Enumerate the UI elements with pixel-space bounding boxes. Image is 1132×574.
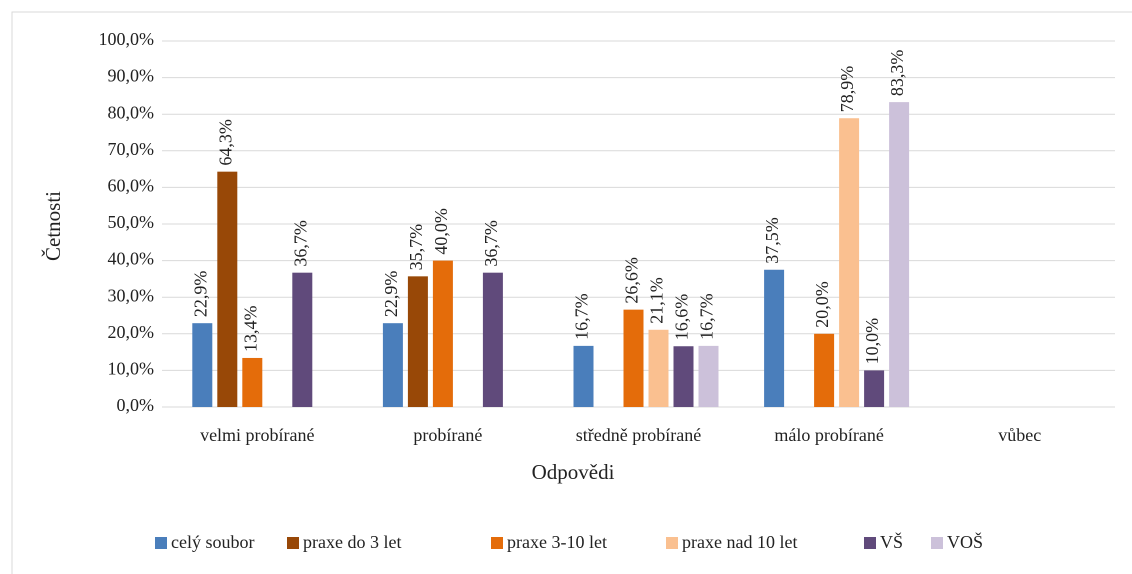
- legend-label: celý soubor: [171, 532, 254, 552]
- bar: [192, 323, 213, 407]
- y-tick-label: 50,0%: [108, 212, 155, 232]
- value-label: 21,1%: [647, 277, 667, 324]
- y-tick-label: 100,0%: [99, 29, 155, 49]
- value-label: 13,4%: [240, 305, 260, 352]
- bar: [432, 260, 453, 407]
- legend-swatch: [864, 537, 876, 549]
- value-label: 40,0%: [431, 208, 451, 255]
- value-label: 22,9%: [190, 271, 210, 318]
- legend-label: praxe 3-10 let: [507, 532, 607, 552]
- bar: [814, 333, 835, 407]
- bar: [482, 272, 503, 407]
- value-label: 16,7%: [697, 293, 717, 340]
- value-label: 37,5%: [762, 217, 782, 264]
- bar: [673, 346, 694, 407]
- x-tick-label: málo probírané: [774, 425, 883, 445]
- y-tick-label: 60,0%: [108, 176, 155, 196]
- x-tick-label: probírané: [413, 425, 482, 445]
- value-label: 26,6%: [622, 257, 642, 304]
- bar: [292, 272, 313, 407]
- value-label: 16,6%: [672, 294, 692, 341]
- y-tick-label: 40,0%: [108, 249, 155, 269]
- x-tick-label: vůbec: [998, 425, 1041, 445]
- legend-label: VŠ: [880, 531, 903, 552]
- value-label: 16,7%: [572, 293, 592, 340]
- bar: [382, 323, 403, 407]
- legend-swatch: [666, 537, 678, 549]
- value-label: 20,0%: [812, 281, 832, 328]
- bar: [889, 102, 910, 407]
- chart-frame: [11, 11, 1132, 574]
- y-tick-label: 30,0%: [108, 285, 155, 305]
- bar: [839, 118, 860, 407]
- bar: [573, 345, 594, 407]
- y-tick-label: 90,0%: [108, 66, 155, 86]
- legend-swatch: [491, 537, 503, 549]
- y-tick-label: 70,0%: [108, 139, 155, 159]
- legend-label: praxe do 3 let: [303, 532, 401, 552]
- value-label: 83,3%: [887, 50, 907, 97]
- bar: [407, 276, 428, 407]
- bar: [242, 357, 263, 407]
- value-label: 36,7%: [290, 220, 310, 267]
- value-label: 36,7%: [481, 220, 501, 267]
- x-tick-label: středně probírané: [576, 425, 701, 445]
- value-label: 22,9%: [381, 271, 401, 318]
- y-tick-label: 0,0%: [117, 395, 155, 415]
- value-label: 78,9%: [837, 66, 857, 113]
- bar: [764, 269, 785, 407]
- legend-label: praxe nad 10 let: [682, 532, 797, 552]
- bar: [217, 171, 238, 407]
- bar: [648, 329, 669, 407]
- x-tick-label: velmi probírané: [200, 425, 314, 445]
- bar: [864, 370, 885, 407]
- y-tick-label: 10,0%: [108, 359, 155, 379]
- legend-swatch: [931, 537, 943, 549]
- y-tick-label: 20,0%: [108, 322, 155, 342]
- bar: [698, 345, 719, 407]
- legend-label: VOŠ: [947, 531, 983, 552]
- x-axis-title: Odpovědi: [532, 460, 615, 484]
- value-label: 64,3%: [215, 119, 235, 166]
- value-label: 35,7%: [406, 224, 426, 271]
- value-label: 10,0%: [862, 318, 882, 365]
- legend-swatch: [155, 537, 167, 549]
- y-tick-label: 80,0%: [108, 102, 155, 122]
- legend-swatch: [287, 537, 299, 549]
- bar: [623, 309, 644, 407]
- y-axis-title: Četnosti: [41, 191, 65, 261]
